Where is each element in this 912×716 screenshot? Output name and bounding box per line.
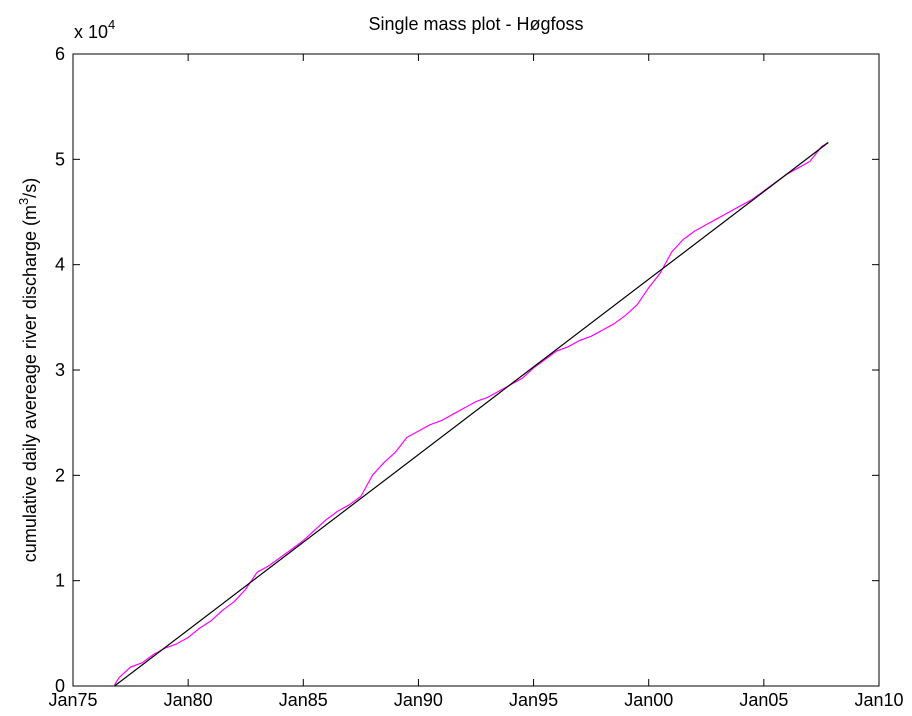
y-multiplier-base: x 10	[74, 22, 108, 42]
series-layer	[113, 141, 829, 686]
y-tick-label: 3	[55, 360, 65, 380]
y-axis-label-superscript: 3	[16, 198, 31, 205]
y-tick-label: 0	[55, 676, 65, 696]
x-tick-label: Jan05	[739, 690, 788, 710]
y-axis-label-main: cumulative daily avereage river discharg…	[20, 205, 40, 562]
x-tick-label: Jan75	[48, 690, 97, 710]
x-tick-label: Jan95	[509, 690, 558, 710]
y-multiplier-exponent: 4	[108, 17, 115, 32]
y-tick-label: 6	[55, 44, 65, 64]
axis-ticks	[72, 53, 880, 687]
x-tick-label: Jan10	[854, 690, 903, 710]
y-tick-label: 1	[55, 571, 65, 591]
y-tick-label: 4	[55, 255, 65, 275]
cumulative-discharge-line	[113, 141, 829, 686]
x-tick-label: Jan85	[279, 690, 328, 710]
chart-title: Single mass plot - Høgfoss	[368, 14, 583, 34]
y-tick-label: 5	[55, 149, 65, 169]
x-tick-label: Jan80	[164, 690, 213, 710]
plot-frame	[72, 53, 880, 687]
y-axis-label-tail: /s)	[20, 178, 40, 198]
y-tick-label: 2	[55, 465, 65, 485]
x-tick-label: Jan00	[624, 690, 673, 710]
axis-tick-labels: Jan75 Jan80 Jan85 Jan90 Jan95 Jan00 Jan05 Jan10…	[48, 44, 903, 710]
x-tick-label: Jan90	[394, 690, 443, 710]
y-axis-label: cumulative daily avereage river discharg…	[16, 178, 40, 562]
reference-trend-line	[114, 142, 829, 686]
y-multiplier: x 104	[74, 17, 115, 42]
